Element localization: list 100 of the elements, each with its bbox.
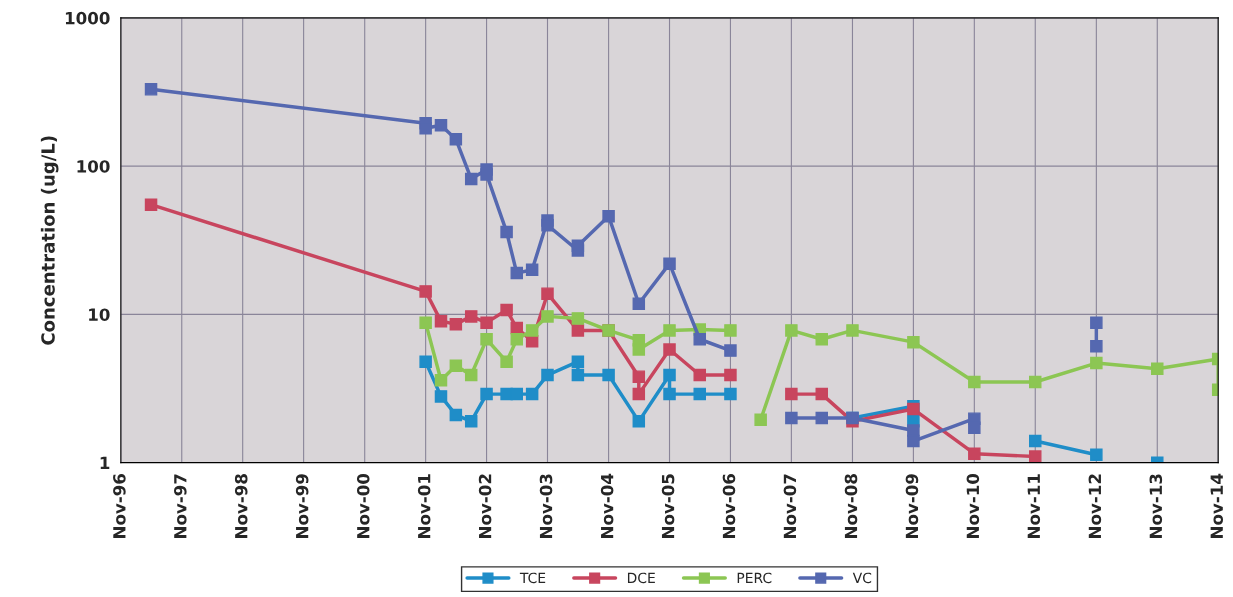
point xyxy=(602,368,615,382)
point xyxy=(449,132,463,146)
point xyxy=(663,387,676,401)
point xyxy=(815,411,829,425)
y-tick-label: 1000 xyxy=(65,11,110,25)
point xyxy=(571,355,585,368)
y-tick-label: 100 xyxy=(77,160,110,173)
point xyxy=(480,316,493,329)
y-axis-title: Concentration (ug/L) xyxy=(40,136,59,345)
point xyxy=(510,333,524,346)
point xyxy=(480,168,493,181)
point xyxy=(500,355,513,368)
x-tick-label: Nov-11 xyxy=(1027,474,1041,538)
point xyxy=(632,387,646,401)
point xyxy=(144,83,158,96)
x-tick-label: Nov-08 xyxy=(844,474,858,538)
point xyxy=(907,424,920,437)
legend-label: TCE xyxy=(519,572,546,584)
point xyxy=(663,257,676,270)
point xyxy=(1029,450,1042,463)
x-tick-label: Nov-00 xyxy=(356,473,370,538)
point xyxy=(419,316,432,329)
point xyxy=(464,415,478,428)
point xyxy=(500,303,513,317)
x-tick-label: Nov-04 xyxy=(600,473,614,538)
point xyxy=(464,368,478,382)
point xyxy=(541,287,554,300)
point xyxy=(434,390,448,403)
point xyxy=(500,225,513,239)
point xyxy=(419,285,432,298)
point xyxy=(419,355,432,368)
point xyxy=(1090,339,1103,353)
point xyxy=(571,368,585,382)
x-tick-label: Nov-99 xyxy=(295,474,309,538)
point xyxy=(602,209,615,223)
point xyxy=(693,368,706,382)
point xyxy=(449,317,463,331)
legend-label: PERC xyxy=(737,572,772,584)
point xyxy=(144,198,158,211)
y-tick-label: 1 xyxy=(100,456,110,470)
point xyxy=(632,370,646,383)
point xyxy=(480,333,493,346)
point xyxy=(1029,434,1042,448)
point xyxy=(480,387,493,401)
point xyxy=(907,434,920,448)
point xyxy=(663,343,676,356)
point xyxy=(632,415,646,428)
x-tick-label: Nov-98 xyxy=(234,474,248,538)
point xyxy=(907,335,920,349)
point xyxy=(434,118,448,132)
x-tick-label: Nov-06 xyxy=(722,473,736,538)
x-tick-label: Nov-03 xyxy=(539,474,553,538)
point xyxy=(815,387,829,401)
x-tick-label: Nov-14 xyxy=(1210,473,1224,538)
point xyxy=(541,218,554,232)
x-tick-label: Nov-05 xyxy=(661,474,675,538)
point xyxy=(510,266,524,280)
point xyxy=(785,387,798,401)
point xyxy=(693,387,706,401)
point xyxy=(968,375,981,389)
x-tick-label: Nov-10 xyxy=(966,473,980,538)
point xyxy=(968,447,981,460)
point xyxy=(525,324,539,337)
point xyxy=(663,368,676,382)
point xyxy=(724,368,737,382)
point xyxy=(968,421,981,435)
point xyxy=(419,122,432,135)
point xyxy=(1151,362,1164,376)
x-tick-label: Nov-09 xyxy=(905,474,919,538)
legend-label: VC xyxy=(852,572,872,584)
point xyxy=(525,263,539,277)
point xyxy=(510,387,524,401)
point xyxy=(1029,375,1042,389)
point xyxy=(632,343,646,356)
point xyxy=(754,413,767,426)
point xyxy=(541,310,554,323)
x-tick-label: Nov-13 xyxy=(1149,474,1163,538)
point xyxy=(724,324,737,337)
legend-label: DCE xyxy=(627,572,655,584)
point xyxy=(1090,356,1103,370)
point xyxy=(571,239,585,253)
point xyxy=(815,333,829,346)
point xyxy=(663,324,676,337)
point xyxy=(464,310,478,323)
point xyxy=(693,333,706,346)
point xyxy=(449,359,463,373)
point xyxy=(724,344,737,357)
point xyxy=(632,297,646,311)
point xyxy=(724,387,737,401)
y-tick-label: 10 xyxy=(89,308,110,321)
point xyxy=(1090,448,1103,462)
point xyxy=(449,408,463,422)
x-tick-label: Nov-02 xyxy=(478,474,492,538)
point xyxy=(541,368,554,382)
x-tick-label: Nov-97 xyxy=(174,474,187,538)
point xyxy=(846,324,859,337)
point xyxy=(464,172,478,186)
point xyxy=(571,324,585,337)
x-tick-label: Nov-07 xyxy=(783,474,797,538)
point xyxy=(785,324,798,337)
